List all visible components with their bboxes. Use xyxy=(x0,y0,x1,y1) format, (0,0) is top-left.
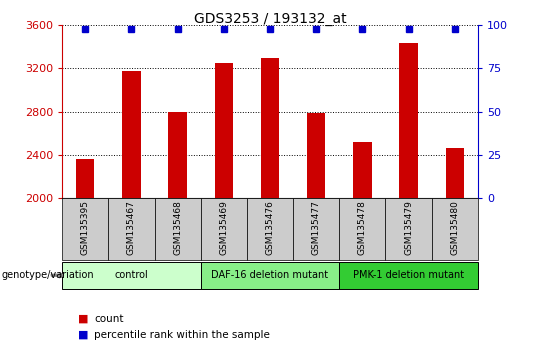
Text: GSM135478: GSM135478 xyxy=(358,200,367,255)
Text: GSM135467: GSM135467 xyxy=(127,200,136,255)
Text: percentile rank within the sample: percentile rank within the sample xyxy=(94,330,271,339)
Bar xyxy=(76,159,94,198)
Text: GSM135468: GSM135468 xyxy=(173,200,182,255)
Bar xyxy=(214,63,233,198)
Text: GSM135469: GSM135469 xyxy=(219,200,228,255)
Text: GSM135395: GSM135395 xyxy=(80,200,90,255)
Bar xyxy=(168,112,187,198)
Bar xyxy=(261,58,279,198)
Text: ■: ■ xyxy=(78,314,89,324)
Bar xyxy=(353,142,372,198)
Bar xyxy=(122,72,140,198)
Text: genotype/variation: genotype/variation xyxy=(1,270,94,280)
Bar xyxy=(446,148,464,198)
Text: count: count xyxy=(94,314,124,324)
Text: GSM135477: GSM135477 xyxy=(312,200,321,255)
Text: control: control xyxy=(114,270,148,280)
Text: DAF-16 deletion mutant: DAF-16 deletion mutant xyxy=(212,270,328,280)
Text: GDS3253 / 193132_at: GDS3253 / 193132_at xyxy=(194,12,346,27)
Text: GSM135476: GSM135476 xyxy=(266,200,274,255)
Text: GSM135480: GSM135480 xyxy=(450,200,460,255)
Bar xyxy=(400,43,418,198)
Bar xyxy=(307,113,326,198)
Text: GSM135479: GSM135479 xyxy=(404,200,413,255)
Text: ■: ■ xyxy=(78,330,89,339)
Text: PMK-1 deletion mutant: PMK-1 deletion mutant xyxy=(353,270,464,280)
